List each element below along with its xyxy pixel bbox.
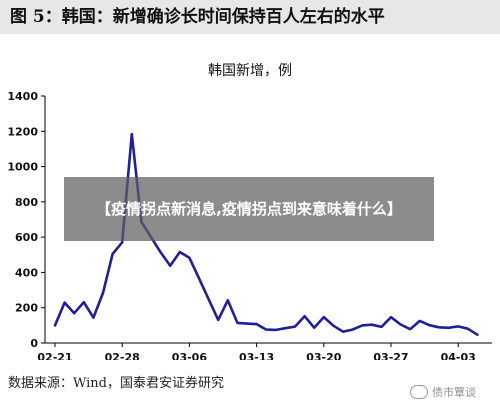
figure-title: 图 5：韩国：新增确诊长时间保持百人左右的水平 <box>0 0 500 34</box>
x-axis: 02-21 02-28 03-06 03-13 03-20 03-27 04-03 <box>37 343 476 360</box>
source-note: 数据来源：Wind，国泰君安证券研究 <box>8 376 224 391</box>
y-tick-label: 400 <box>15 266 38 279</box>
x-tick-label: 03-06 <box>172 351 208 360</box>
axes <box>44 96 492 344</box>
chat-bubble-icon <box>410 385 428 399</box>
y-tick-label: 200 <box>15 302 38 315</box>
y-tick-label: 800 <box>15 196 38 209</box>
x-tick-label: 03-13 <box>239 351 274 360</box>
y-tick-label: 0 <box>30 337 38 350</box>
x-tick-label: 03-27 <box>373 351 408 360</box>
y-axis: 0 200 400 600 800 1000 1200 1400 <box>7 90 45 350</box>
chart-title: 韩国新增，例 <box>208 63 292 79</box>
x-tick-label: 03-20 <box>306 351 342 360</box>
y-tick-label: 1000 <box>7 161 38 174</box>
watermark-text: 债市覃谈 <box>432 386 476 399</box>
figure-footer: 数据来源：Wind，国泰君安证券研究 债市覃谈 <box>0 360 500 420</box>
y-tick-label: 600 <box>15 231 38 244</box>
watermark: 债市覃谈 <box>410 384 476 400</box>
x-tick-label: 02-28 <box>105 351 140 360</box>
x-tick-label: 04-03 <box>441 351 476 360</box>
y-tick-label: 1400 <box>7 90 38 103</box>
headline-overlay: 【疫情拐点新消息,疫情拐点到来意味着什么】 <box>64 177 434 241</box>
y-tick-label: 1200 <box>7 125 38 138</box>
x-tick-label: 02-21 <box>37 351 72 360</box>
